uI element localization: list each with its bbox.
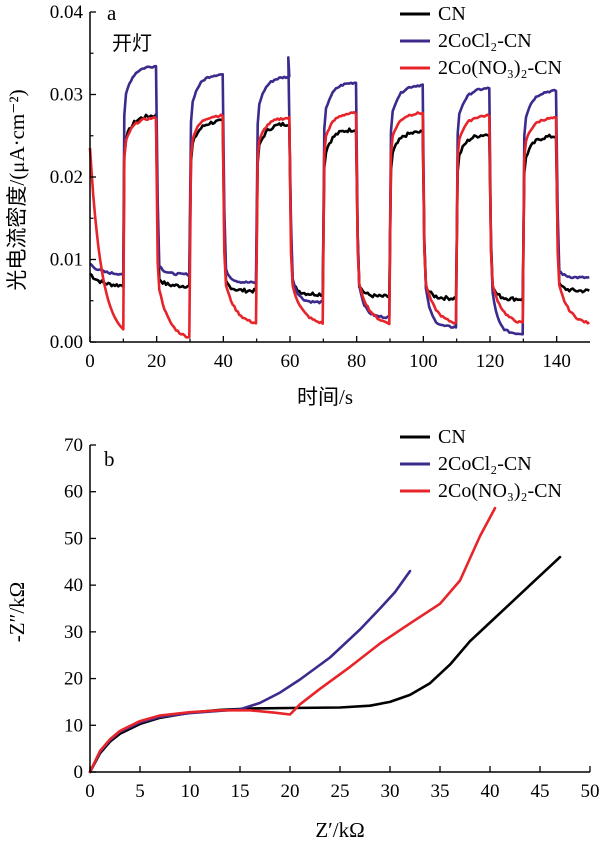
panel-a-y-tick-label: 0.00 bbox=[50, 332, 83, 353]
panel-a-y-tick-label: 0.01 bbox=[50, 250, 83, 271]
panel-a-series-layer bbox=[88, 56, 590, 339]
panel-a-x-tick-label: 100 bbox=[409, 351, 438, 372]
panel-a-legend: CN 2CoCl₂-CN 2Co(NO₃)₂-CN bbox=[400, 3, 562, 79]
panel-b-ticks: 0 5 10 15 20 25 30 35 40 45 50 0 10 20 30 40 50 60 70 bbox=[64, 435, 600, 802]
panel-b-x-tick-label: 15 bbox=[231, 781, 250, 802]
panel-a-x-tick-label: 20 bbox=[147, 351, 166, 372]
panel-b-y-tick-label: 0 bbox=[74, 762, 84, 783]
panel-b-letter: b bbox=[104, 447, 115, 471]
panel-a-x-tick-label: 80 bbox=[347, 351, 366, 372]
panel-a-y-tick-label: 0.04 bbox=[50, 2, 84, 23]
panel-b-y-tick-label: 40 bbox=[64, 575, 83, 596]
panel-b-legend-label-cocl: 2CoCl₂-CN bbox=[438, 453, 532, 475]
panel-a-annotation: 开灯 bbox=[112, 32, 152, 55]
panel-a-series-line-cocl2-cn bbox=[89, 56, 590, 336]
panel-b-y-tick-label: 10 bbox=[64, 715, 83, 736]
panel-a-x-tick-label: 140 bbox=[542, 351, 571, 372]
panel-a-x-tick-label: 120 bbox=[476, 351, 505, 372]
panel-a-legend-label-cn: CN bbox=[438, 3, 466, 25]
panel-b-legend-label-cono: 2Co(NO₃)₂-CN bbox=[438, 480, 562, 502]
panel-a-y-tick-label: 0.03 bbox=[50, 85, 83, 106]
panel-b-series-line-cono3-cn bbox=[88, 506, 497, 774]
panel-b-series-layer bbox=[88, 506, 562, 774]
panel-b-x-tick-label: 35 bbox=[431, 781, 450, 802]
panel-a-series-line-cono3-cn bbox=[88, 111, 590, 339]
panel-b-y-tick-label: 30 bbox=[64, 622, 83, 643]
panel-b-y-tick-label: 50 bbox=[64, 528, 83, 549]
panel-a-x-tick-label: 40 bbox=[214, 351, 233, 372]
panel-a-x-tick-label: 0 bbox=[85, 351, 95, 372]
panel-a-ticks: 0 20 40 60 80 100 120 140 0.00 0.01 0.02 0.03 0.04 bbox=[50, 2, 571, 372]
panel-a-letter: a bbox=[107, 1, 117, 25]
panel-b-x-tick-label: 0 bbox=[85, 781, 95, 802]
panel-a-legend-label-cocl: 2CoCl₂-CN bbox=[438, 30, 532, 52]
panel-b-legend-label-cn: CN bbox=[438, 426, 466, 448]
panel-b-x-tick-label: 30 bbox=[381, 781, 400, 802]
panel-b-x-tick-label: 5 bbox=[135, 781, 145, 802]
panel-a-y-axis-title: 光电流密度/(μA·cm⁻²) bbox=[5, 89, 29, 290]
panel-a-series-line-cn bbox=[89, 113, 590, 302]
panel-b-x-tick-label: 45 bbox=[531, 781, 550, 802]
panel-b-y-tick-label: 60 bbox=[64, 482, 83, 503]
panel-b-y-tick-label: 20 bbox=[64, 669, 83, 690]
panel-b-y-tick-label: 70 bbox=[64, 435, 83, 456]
panel-b-x-tick-label: 50 bbox=[581, 781, 600, 802]
panel-b-x-tick-label: 40 bbox=[481, 781, 500, 802]
panel-a: 0 20 40 60 80 100 120 140 0.00 0.01 0.02 0.03 0.04 a… bbox=[5, 1, 590, 409]
panel-b-x-axis-title: Z′/kΩ bbox=[315, 818, 364, 842]
panel-b-series-line-cn bbox=[88, 555, 562, 774]
panel-a-x-tick-label: 60 bbox=[281, 351, 300, 372]
panel-b-series-line-cocl2-cn bbox=[88, 569, 412, 774]
panel-b-legend: CN 2CoCl₂-CN 2Co(NO₃)₂-CN bbox=[400, 426, 562, 502]
panel-a-y-tick-label: 0.02 bbox=[50, 167, 83, 188]
panel-a-legend-label-cono: 2Co(NO₃)₂-CN bbox=[438, 57, 562, 79]
panel-b: 0 5 10 15 20 25 30 35 40 45 50 0 10 20 30 40 50 60 70 b Z′… bbox=[5, 426, 600, 842]
panel-b-x-tick-label: 10 bbox=[181, 781, 200, 802]
panel-b-x-tick-label: 20 bbox=[281, 781, 300, 802]
panel-a-x-axis-title: 时间/s bbox=[297, 385, 353, 409]
panel-b-y-axis-title: -Z″/kΩ bbox=[5, 582, 29, 643]
panel-b-x-tick-label: 25 bbox=[331, 781, 350, 802]
